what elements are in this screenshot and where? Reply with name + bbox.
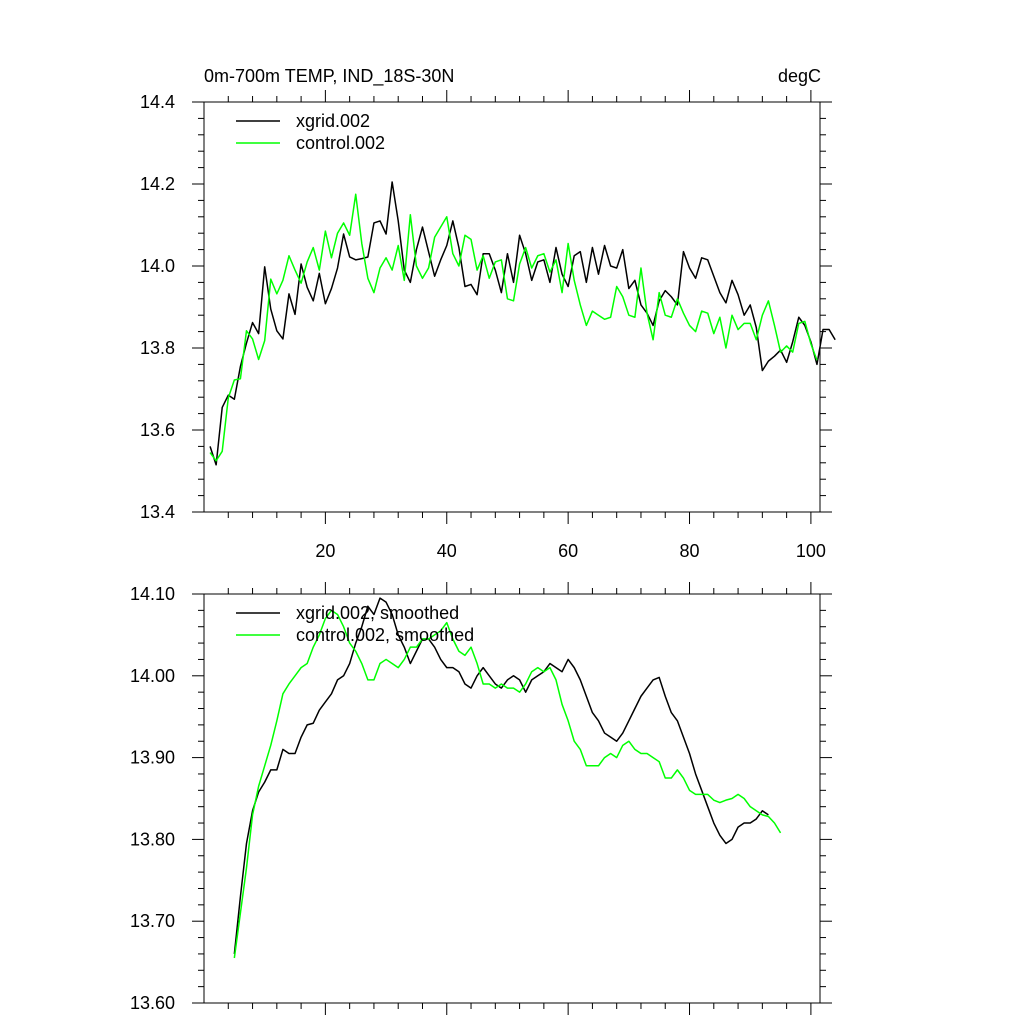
top-panel: 0m-700m TEMP, IND_18S-30N degC 20 40 60 80 1… — [140, 66, 836, 561]
bottom-plot-frame — [203, 593, 821, 1004]
top-ytick-label: 14.2 — [140, 174, 175, 194]
top-series-line-control — [209, 193, 818, 462]
top-xtick-label: 80 — [680, 541, 700, 561]
bottom-ytick-label: 13.90 — [130, 748, 175, 768]
bottom-ytick-label: 13.70 — [130, 911, 175, 931]
top-legend-label: control.002 — [296, 133, 385, 153]
bottom-panel: 13.60 13.70 13.80 13.90 14.00 14.10 xgrid.002… — [130, 582, 832, 1015]
bottom-ytick-label: 14.10 — [130, 584, 175, 604]
bottom-legend-label: control.002, smoothed — [296, 625, 474, 645]
top-ytick-label: 13.4 — [140, 502, 175, 522]
bottom-ytick-label: 13.60 — [130, 993, 175, 1013]
top-xtick-label: 100 — [796, 541, 826, 561]
top-plot-frame — [203, 101, 821, 513]
bottom-series-line-xgrid — [233, 597, 769, 954]
top-ytick-label: 13.6 — [140, 420, 175, 440]
top-ytick-label: 13.8 — [140, 338, 175, 358]
top-title-right: degC — [778, 66, 821, 86]
top-title-left: 0m-700m TEMP, IND_18S-30N — [204, 66, 454, 87]
top-xtick-label: 20 — [315, 541, 335, 561]
top-xtick-label: 60 — [558, 541, 578, 561]
top-ytick-label: 14.0 — [140, 256, 175, 276]
top-series-line-xgrid — [209, 181, 836, 466]
bottom-ytick-label: 13.80 — [130, 829, 175, 849]
bottom-ytick-label: 14.00 — [130, 666, 175, 686]
bottom-legend-label: xgrid.002, smoothed — [296, 603, 459, 623]
bottom-series-line-control — [233, 609, 782, 959]
top-legend-label: xgrid.002 — [296, 111, 370, 131]
top-xtick-label: 40 — [437, 541, 457, 561]
top-ytick-label: 14.4 — [140, 92, 175, 112]
